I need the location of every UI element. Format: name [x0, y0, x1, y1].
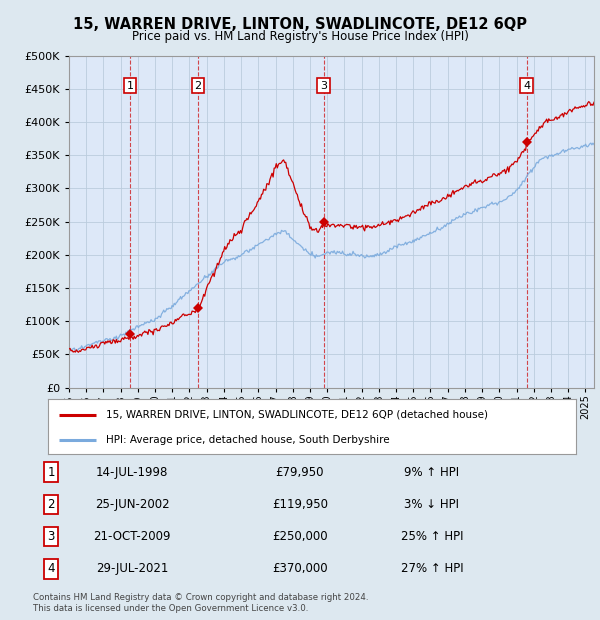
Text: 15, WARREN DRIVE, LINTON, SWADLINCOTE, DE12 6QP (detached house): 15, WARREN DRIVE, LINTON, SWADLINCOTE, D… [106, 410, 488, 420]
Text: 29-JUL-2021: 29-JUL-2021 [96, 562, 168, 575]
Text: 3: 3 [320, 81, 327, 91]
Text: 1: 1 [127, 81, 133, 91]
Text: 9% ↑ HPI: 9% ↑ HPI [404, 466, 460, 479]
Text: £250,000: £250,000 [272, 530, 328, 543]
Text: Price paid vs. HM Land Registry's House Price Index (HPI): Price paid vs. HM Land Registry's House … [131, 30, 469, 43]
Text: 3% ↓ HPI: 3% ↓ HPI [404, 498, 460, 511]
Text: 2: 2 [47, 498, 55, 511]
Text: £79,950: £79,950 [276, 466, 324, 479]
Text: HPI: Average price, detached house, South Derbyshire: HPI: Average price, detached house, Sout… [106, 435, 390, 445]
Text: Contains HM Land Registry data © Crown copyright and database right 2024.
This d: Contains HM Land Registry data © Crown c… [33, 593, 368, 613]
Text: 25-JUN-2002: 25-JUN-2002 [95, 498, 169, 511]
Text: £119,950: £119,950 [272, 498, 328, 511]
Text: 21-OCT-2009: 21-OCT-2009 [93, 530, 171, 543]
Text: 3: 3 [47, 530, 55, 543]
Text: £370,000: £370,000 [272, 562, 328, 575]
Text: 1: 1 [47, 466, 55, 479]
Text: 14-JUL-1998: 14-JUL-1998 [96, 466, 168, 479]
Text: 15, WARREN DRIVE, LINTON, SWADLINCOTE, DE12 6QP: 15, WARREN DRIVE, LINTON, SWADLINCOTE, D… [73, 17, 527, 32]
Text: 27% ↑ HPI: 27% ↑ HPI [401, 562, 463, 575]
Text: 2: 2 [194, 81, 202, 91]
Text: 25% ↑ HPI: 25% ↑ HPI [401, 530, 463, 543]
Text: 4: 4 [47, 562, 55, 575]
Text: 4: 4 [523, 81, 530, 91]
